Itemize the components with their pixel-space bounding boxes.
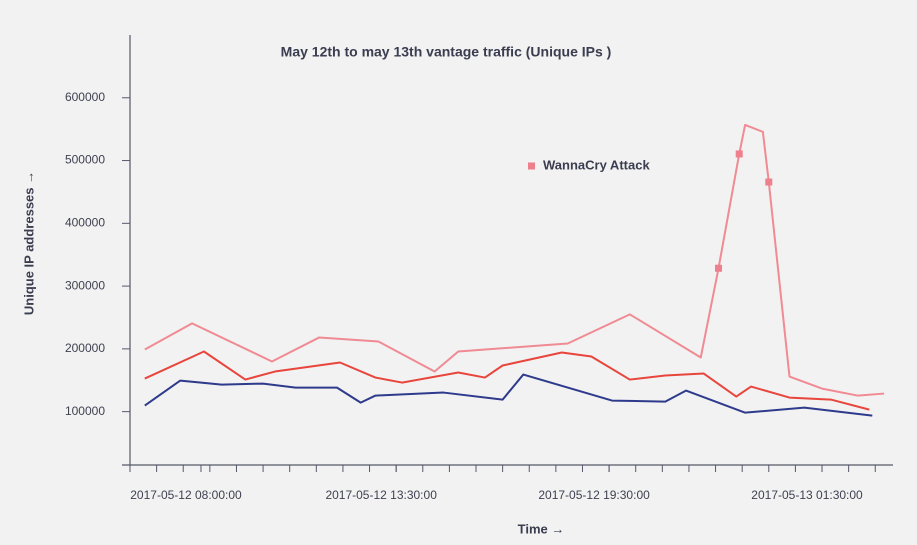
y-axis-label: Unique IP addresses → — [21, 171, 36, 315]
attack-marker — [715, 264, 723, 272]
y-tick-label: 300000 — [65, 278, 105, 292]
series-line — [144, 373, 873, 417]
y-tick-label: 600000 — [65, 90, 105, 104]
x-tick-label: 2017-05-12 13:30:00 — [325, 488, 437, 502]
x-tick-label: 2017-05-12 19:30:00 — [538, 488, 650, 502]
chart-title: May 12th to may 13th vantage traffic (Un… — [281, 44, 612, 60]
y-tick-label: 400000 — [65, 215, 105, 229]
x-tick-label: 2017-05-12 08:00:00 — [130, 488, 242, 502]
legend-swatch — [528, 162, 535, 170]
x-tick-label: 2017-05-13 01:30:00 — [751, 488, 863, 502]
legend-text: WannaCry Attack — [543, 157, 650, 172]
series-line — [144, 350, 870, 411]
y-tick-label: 500000 — [65, 153, 105, 167]
x-axis-label: Time → — [518, 521, 565, 536]
attack-marker — [735, 150, 743, 158]
y-tick-label: 100000 — [65, 404, 105, 418]
y-tick-label: 200000 — [65, 341, 105, 355]
series-line — [144, 123, 885, 397]
attack-marker — [765, 178, 773, 186]
